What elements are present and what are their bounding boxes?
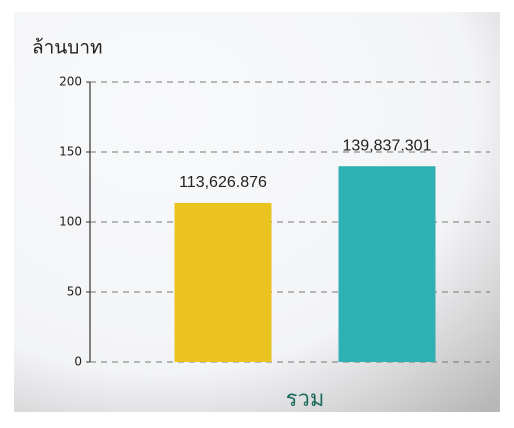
y-axis-label: ล้านบาท — [32, 37, 103, 59]
y-tick-label: 100 — [59, 215, 82, 229]
y-tick-label: 150 — [59, 145, 82, 159]
y-tick-label: 200 — [59, 75, 82, 89]
value-label: 113,626.876 — [179, 174, 267, 191]
value-label: 139,837.301 — [343, 137, 432, 154]
x-tick-label: รวม — [286, 387, 325, 412]
y-tick-label: 50 — [67, 285, 82, 299]
bar — [338, 166, 436, 362]
bar — [174, 202, 272, 362]
y-tick-label: 0 — [74, 355, 82, 369]
